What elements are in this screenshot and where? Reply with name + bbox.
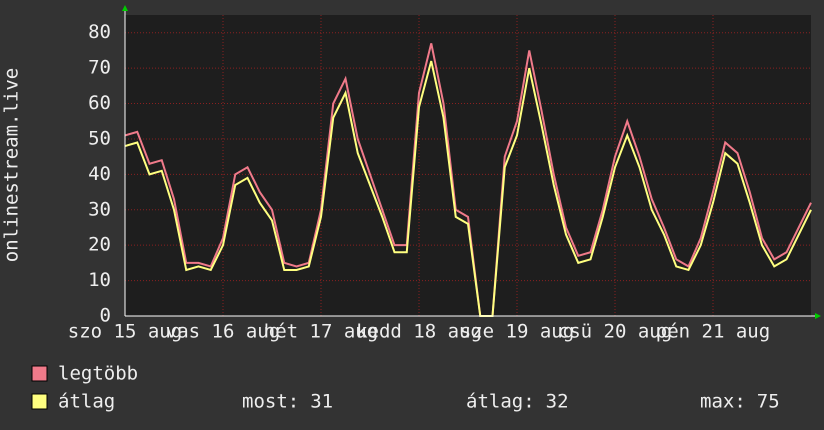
series-line: [124, 60, 812, 317]
plot-area: [125, 15, 811, 316]
arrow: [815, 313, 821, 319]
stat-label: most:: [242, 391, 299, 413]
y-tick-label: 30: [88, 198, 111, 220]
x-tick-label: pén 21 aug: [656, 321, 770, 343]
stat-value: 32: [546, 391, 569, 413]
y-tick-label: 80: [88, 21, 111, 43]
x-tick-label: sze 19 aug: [460, 321, 574, 343]
stat-value: 31: [310, 391, 333, 413]
y-tick-label: 60: [88, 92, 111, 114]
x-tick-label: csü 20 aug: [558, 321, 672, 343]
y-tick-label: 70: [88, 57, 111, 79]
legend-label: átlag: [58, 391, 115, 413]
y-tick-label: 0: [100, 305, 111, 327]
stat-value: 75: [757, 391, 780, 413]
y-tick-label: 10: [88, 269, 111, 291]
y-tick-label: 50: [88, 127, 111, 149]
x-tick-label: hét 17 aug: [264, 321, 378, 343]
stat-label: átlag:: [466, 391, 535, 413]
legend-swatch: [31, 365, 48, 382]
legend-swatch: [31, 393, 48, 410]
series-line: [124, 43, 812, 317]
y-axis-label: onlinestream.live: [1, 68, 23, 262]
stat-label: max:: [700, 391, 746, 413]
y-tick-label: 40: [88, 163, 111, 185]
arrow: [122, 5, 128, 11]
legend-label: legtöbb: [58, 363, 138, 385]
y-tick-label: 20: [88, 234, 111, 256]
x-tick-label: szo 15 aug: [68, 321, 182, 343]
x-tick-label: kedd 18 aug: [356, 321, 482, 343]
x-tick-label: vas 16 aug: [166, 321, 280, 343]
